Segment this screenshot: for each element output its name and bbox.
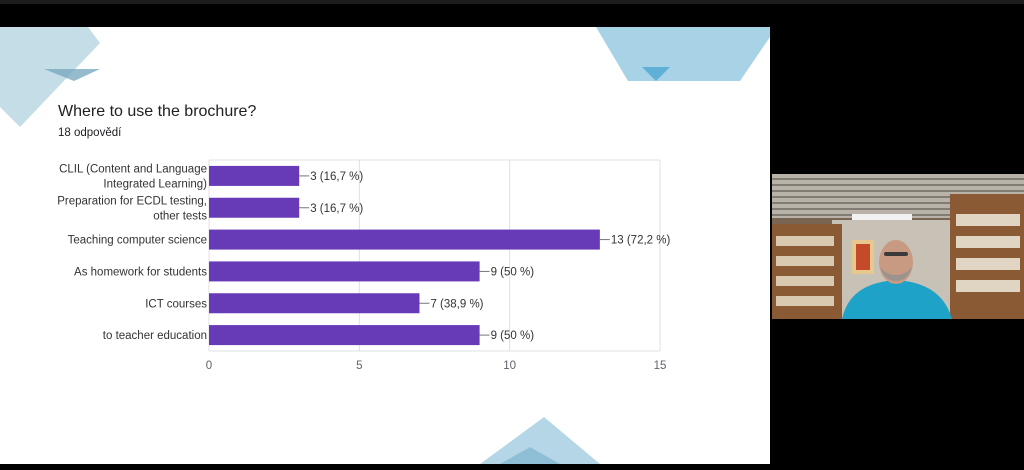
category-label: Teaching computer science (68, 235, 207, 247)
bar (209, 165, 300, 186)
participant-video[interactable] (772, 174, 1024, 319)
category-label: Integrated Learning) (103, 178, 207, 190)
slide-decoration (0, 27, 770, 464)
deco-shape-top-right-inner (642, 67, 670, 81)
x-tick-label: 15 (654, 360, 667, 372)
x-tick-label: 10 (503, 360, 516, 372)
window-top-bar (0, 0, 1024, 4)
deco-shape-bottom (480, 417, 600, 464)
category-label: to teacher education (103, 330, 207, 342)
deco-shape-top-left-inner (44, 69, 100, 81)
data-label: 13 (72,2 %) (611, 235, 671, 247)
chart-title: Where to use the brochure? (58, 103, 257, 120)
deco-shape-bottom-inner (500, 447, 560, 464)
category-label: CLIL (Content and Language (59, 163, 207, 175)
category-label: other tests (153, 210, 207, 222)
category-label: Preparation for ECDL testing, (57, 195, 207, 207)
category-label: As homework for students (74, 266, 207, 278)
bar (209, 325, 480, 346)
data-label: 9 (50 %) (491, 266, 535, 278)
deco-shape-top-right (596, 27, 770, 81)
bar-chart: 0 5 10 15 3 (16,7 %) CLIL (Content and Langua… (57, 159, 671, 372)
x-tick-label: 0 (206, 360, 212, 372)
data-label: 7 (38,9 %) (430, 298, 483, 310)
data-label: 3 (16,7 %) (310, 203, 363, 215)
presentation-slide: Where to use the brochure? 18 odpovědí 0… (0, 27, 770, 464)
response-count: 18 odpovědí (58, 127, 122, 139)
bar (209, 229, 600, 250)
data-label: 9 (50 %) (491, 330, 535, 342)
bar (209, 261, 480, 282)
deco-shape-top-left (0, 27, 100, 127)
category-label: ICT courses (145, 298, 207, 310)
video-feed-image (772, 174, 1024, 319)
bar (209, 197, 300, 218)
data-label: 3 (16,7 %) (310, 171, 363, 183)
x-tick-label: 5 (356, 360, 362, 372)
bar (209, 293, 420, 314)
